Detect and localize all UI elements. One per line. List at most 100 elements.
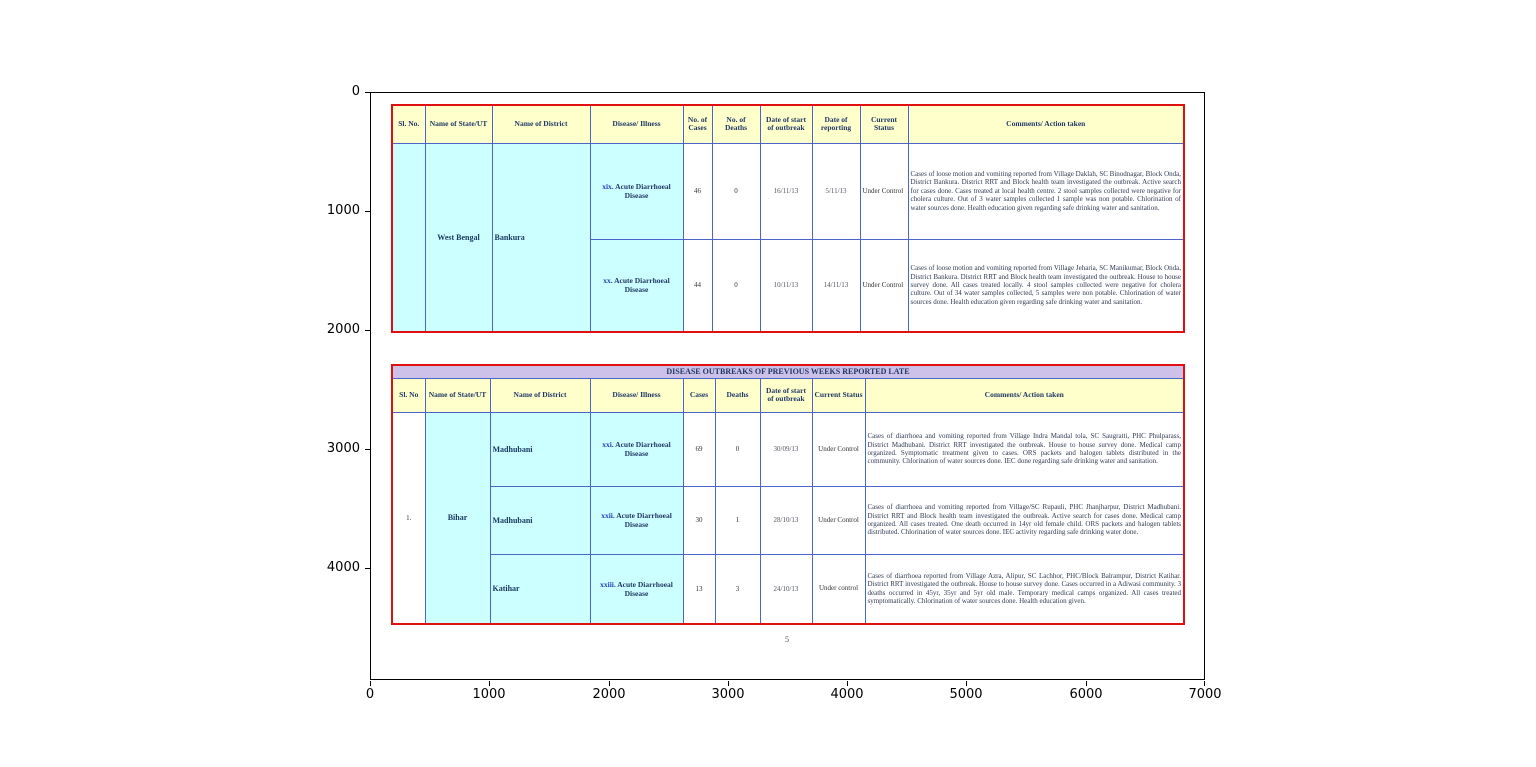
y-tickmark bbox=[365, 330, 370, 331]
x-tick-label-1: 1000 bbox=[472, 687, 506, 702]
table2-row-3: Katihar xxiii. Acute Diarrhoeal Disease … bbox=[392, 553, 1185, 625]
y-tick-label-3: 3000 bbox=[326, 441, 360, 456]
disease-number: xxiii. bbox=[600, 579, 616, 589]
table2-start-cell-3: 24/10/13 bbox=[759, 553, 813, 625]
table1-disease-cell-2: xx. Acute Diarrhoeal Disease bbox=[589, 238, 684, 333]
table1-cases-cell-1: 46 bbox=[682, 142, 713, 240]
disease-number: xx. bbox=[603, 276, 613, 286]
y-tick-label-2: 2000 bbox=[326, 322, 360, 337]
outbreak-table-current-week: Sl. No. Name of State/UT Name of Distric… bbox=[391, 104, 1185, 333]
table2-comment-cell-3: Cases of diarrhoea reported from Village… bbox=[864, 553, 1185, 625]
table2-district-cell-3: Katihar bbox=[489, 553, 591, 625]
table2-start-cell-1: 30/09/13 bbox=[759, 411, 813, 487]
table2-comment-cell-1: Cases of diarrhoea and vomiting reported… bbox=[864, 411, 1185, 487]
table1-header-report-date: Date of reporting bbox=[811, 104, 861, 144]
x-tick-label-0: 0 bbox=[365, 687, 375, 702]
table2-cases-cell-2: 30 bbox=[682, 485, 716, 555]
table1-start-cell-1: 16/11/13 bbox=[759, 142, 813, 240]
page-number: 5 bbox=[785, 635, 789, 644]
table2-header-status: Current Status bbox=[811, 377, 866, 413]
table1-report-cell-2: 14/11/13 bbox=[811, 238, 861, 333]
table1-header-comments: Comments/ Action taken bbox=[907, 104, 1185, 144]
table2-header-state: Name of State/UT bbox=[424, 377, 491, 413]
x-tickmark bbox=[370, 681, 371, 686]
table2-header-start-date: Date of start of outbreak bbox=[759, 377, 813, 413]
table1-report-cell-1: 5/11/13 bbox=[811, 142, 861, 240]
table1-header-district: Name of District bbox=[491, 104, 591, 144]
table1-cases-cell-2: 44 bbox=[682, 238, 713, 333]
table2-sl-cell: 1. bbox=[391, 411, 426, 625]
table1-district-cell: Bankura bbox=[491, 142, 591, 333]
table2-header-cases: Cases bbox=[682, 377, 716, 413]
table2-title: DISEASE OUTBREAKS OF PREVIOUS WEEKS REPO… bbox=[391, 364, 1185, 379]
table2-cases-cell-1: 69 bbox=[682, 411, 716, 487]
table2-row-1: 1. Bihar Madhubani xxi. Acute Diarrhoeal… bbox=[391, 411, 1185, 625]
table2-header-sl-no: Sl. No bbox=[391, 377, 426, 413]
table1-row-2: xx. Acute Diarrhoeal Disease 44 0 10/11/… bbox=[392, 238, 1185, 333]
table2-state-cell: Bihar bbox=[424, 411, 491, 625]
table1-start-cell-2: 10/11/13 bbox=[759, 238, 813, 333]
table2-deaths-cell-1: 0 bbox=[714, 411, 761, 487]
table1-header-deaths: No. of Deaths bbox=[711, 104, 761, 144]
table1-comment-cell-2: Cases of loose motion and vomiting repor… bbox=[907, 238, 1185, 333]
outbreak-table-reported-late: DISEASE OUTBREAKS OF PREVIOUS WEEKS REPO… bbox=[391, 364, 1185, 625]
table1-header-status: Current Status bbox=[859, 104, 909, 144]
y-tickmark bbox=[365, 211, 370, 212]
table2-status-cell-2: Under Control bbox=[811, 485, 866, 555]
table2-comment-cell-2: Cases of diarrhoea and vomiting reported… bbox=[864, 485, 1185, 555]
disease-name: Acute Diarrhoeal Disease bbox=[615, 440, 671, 458]
table2-start-cell-2: 28/10/13 bbox=[759, 485, 813, 555]
table2-status-cell-3: Under control bbox=[811, 553, 866, 625]
y-tickmark bbox=[365, 449, 370, 450]
table1-status-cell-1: Under Control bbox=[859, 142, 909, 240]
table1-header-row: Sl. No. Name of State/UT Name of Distric… bbox=[391, 104, 1185, 144]
x-tick-label-5: 5000 bbox=[949, 687, 983, 702]
plot-area: Sl. No. Name of State/UT Name of Distric… bbox=[370, 92, 1205, 680]
table1-comment-cell-1: Cases of loose motion and vomiting repor… bbox=[907, 142, 1185, 240]
table1-sl-cell bbox=[391, 142, 426, 333]
table2-status-cell-1: Under Control bbox=[811, 411, 866, 487]
y-tickmark bbox=[365, 568, 370, 569]
table2-district-cell-2: Madhubani bbox=[489, 485, 591, 555]
x-tickmark bbox=[847, 681, 848, 686]
x-tickmark bbox=[489, 681, 490, 686]
disease-name: Acute Diarrhoeal Disease bbox=[614, 276, 670, 295]
disease-number: xxi. bbox=[602, 440, 614, 449]
disease-number: xxii. bbox=[601, 511, 615, 520]
x-tick-label-2: 2000 bbox=[592, 687, 626, 702]
table2-header-comments: Comments/ Action taken bbox=[864, 377, 1185, 413]
table1-deaths-cell-2: 0 bbox=[711, 238, 761, 333]
table2-cases-cell-3: 13 bbox=[682, 553, 716, 625]
table2-header-deaths: Deaths bbox=[714, 377, 761, 413]
x-tick-label-4: 4000 bbox=[830, 687, 864, 702]
disease-name: Acute Diarrhoeal Disease bbox=[615, 182, 671, 200]
table2-deaths-cell-3: 3 bbox=[714, 553, 761, 625]
y-tickmark bbox=[365, 92, 370, 93]
table1-disease-cell-1: xix. Acute Diarrhoeal Disease bbox=[589, 142, 684, 240]
x-tickmark bbox=[1086, 681, 1087, 686]
table2-title-row: DISEASE OUTBREAKS OF PREVIOUS WEEKS REPO… bbox=[391, 364, 1185, 379]
x-tick-label-3: 3000 bbox=[711, 687, 745, 702]
x-tick-label-7: 7000 bbox=[1188, 687, 1222, 702]
table2-row-2: Madhubani xxii. Acute Diarrhoeal Disease… bbox=[392, 485, 1185, 555]
table2-disease-cell-2: xxii. Acute Diarrhoeal Disease bbox=[589, 485, 684, 555]
table1-header-state: Name of State/UT bbox=[424, 104, 493, 144]
disease-number: xix. bbox=[602, 182, 614, 191]
table2-header-row: Sl. No Name of State/UT Name of District… bbox=[391, 377, 1185, 413]
table1-state-cell: West Bengal bbox=[424, 142, 493, 333]
table1-header-start-date: Date of start of outbreak bbox=[759, 104, 813, 144]
table2-deaths-cell-2: 1 bbox=[714, 485, 761, 555]
table2-disease-cell-3: xxiii. Acute Diarrhoeal Disease bbox=[589, 553, 684, 625]
table2-header-disease: Disease/ Illness bbox=[589, 377, 684, 413]
disease-name: Acute Diarrhoeal Disease bbox=[616, 511, 672, 529]
y-tick-label-0: 0 bbox=[351, 84, 360, 99]
table1-deaths-cell-1: 0 bbox=[711, 142, 761, 240]
table2-district-cell-1: Madhubani bbox=[489, 411, 591, 487]
table1-header-sl-no: Sl. No. bbox=[391, 104, 426, 144]
disease-name: Acute Diarrhoeal Disease bbox=[617, 579, 673, 598]
y-tick-label-4: 4000 bbox=[326, 560, 360, 575]
x-tickmark bbox=[728, 681, 729, 686]
x-tickmark bbox=[609, 681, 610, 686]
table2-header-district: Name of District bbox=[489, 377, 591, 413]
